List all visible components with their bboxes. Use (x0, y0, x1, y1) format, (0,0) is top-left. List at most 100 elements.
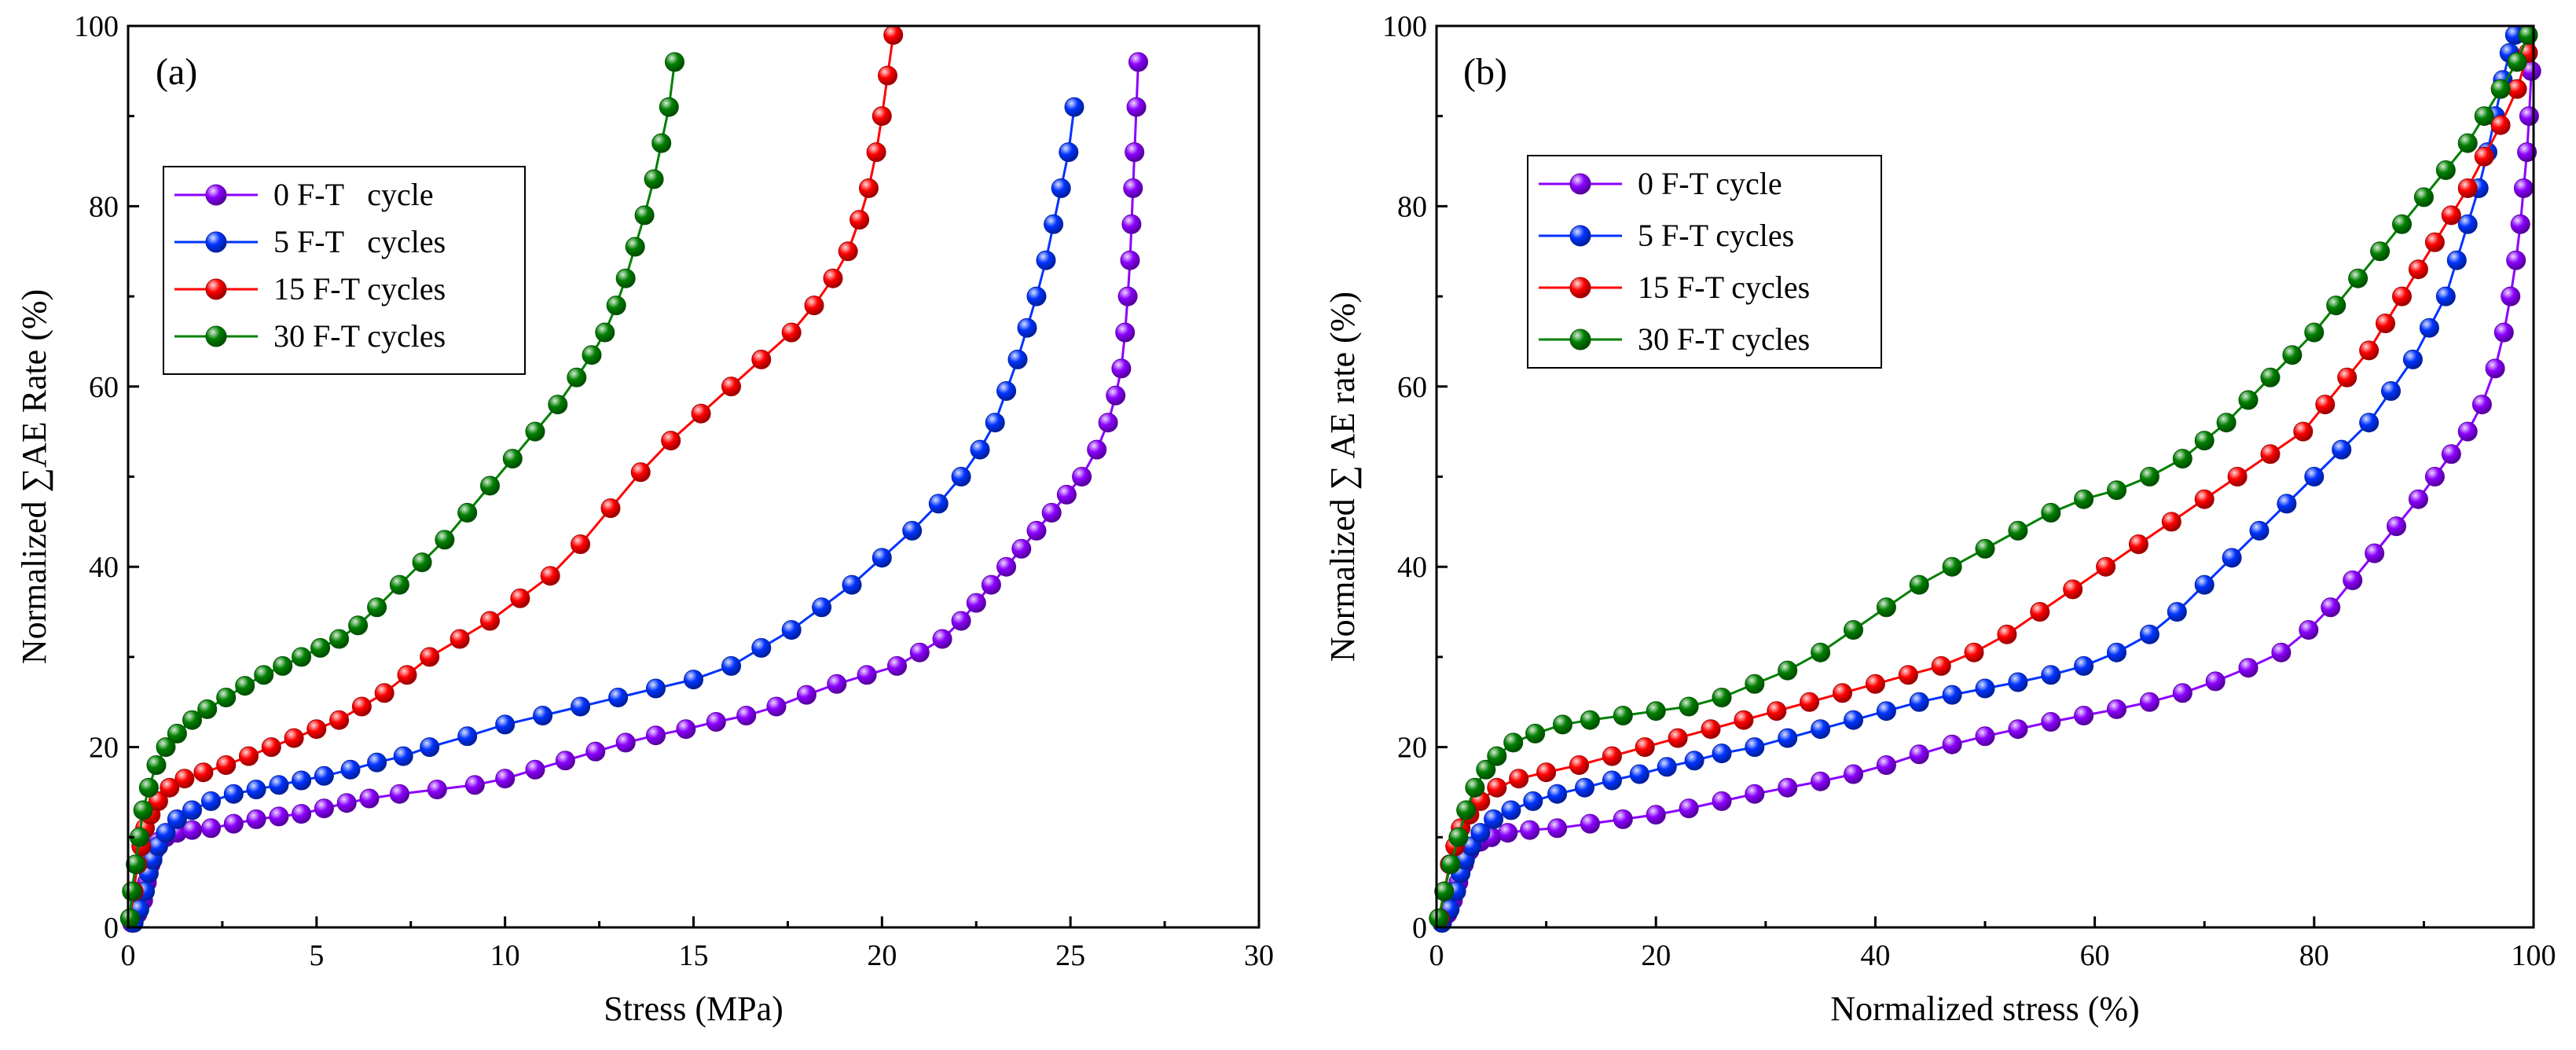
data-point (2139, 467, 2160, 486)
data-point (1580, 813, 1600, 834)
data-point (2222, 548, 2242, 568)
data-point (1503, 732, 1524, 753)
x-tick-label: 0 (121, 939, 136, 972)
data-point (182, 710, 202, 730)
data-point (2402, 349, 2423, 369)
data-point (495, 769, 516, 789)
data-point (2282, 345, 2303, 365)
data-point (1865, 674, 1885, 694)
legend: 0 F-T cycle 5 F-T cycles 15 F-T cycles 30 F… (1527, 155, 1882, 369)
data-point (156, 823, 176, 843)
data-point (1523, 791, 1543, 811)
legend-label: 0 F-T cycle (1638, 166, 1782, 201)
data-point (1456, 800, 1477, 821)
data-point (1487, 746, 1507, 766)
data-point (634, 205, 655, 226)
data-point (2435, 286, 2456, 307)
data-point (1734, 710, 1754, 730)
data-point (1635, 737, 1655, 758)
data-point (928, 494, 949, 514)
data-point (684, 670, 703, 690)
data-point (1975, 678, 1995, 699)
data-point (540, 566, 560, 586)
y-tick-label: 40 (1397, 551, 1427, 584)
legend-label: 5 F-T cycles (1638, 218, 1794, 253)
data-point (1575, 777, 1594, 798)
data-point (2457, 133, 2478, 153)
data-point (2161, 512, 2182, 532)
data-point (2008, 719, 2028, 740)
data-point (2490, 79, 2511, 99)
data-point (1098, 413, 1118, 433)
data-point (450, 629, 470, 649)
data-point (2260, 444, 2281, 464)
y-tick-label: 0 (104, 912, 119, 945)
legend: 0 F-T cycle 5 F-T cycles 15 F-T cycles 30 F… (163, 166, 526, 375)
data-point (1668, 728, 1688, 748)
data-point (1898, 665, 1918, 685)
legend-entry: 5 F-T cycles (1539, 218, 1794, 253)
x-tick-label: 80 (2299, 939, 2329, 972)
data-point (2457, 178, 2478, 198)
data-point (2107, 699, 2126, 719)
data-point (1498, 823, 1518, 843)
data-point (2507, 79, 2527, 99)
y-tick-label: 100 (1382, 10, 1427, 43)
data-point (781, 322, 802, 343)
data-point (1876, 701, 1896, 721)
data-point (2238, 658, 2259, 678)
legend-entry: 0 F-T cycle (1539, 166, 1782, 201)
data-point (1909, 744, 1929, 765)
data-point (600, 498, 621, 519)
data-point (630, 462, 651, 483)
data-point (1942, 556, 1962, 577)
data-point (2501, 286, 2521, 307)
data-point (878, 65, 897, 86)
data-point (985, 413, 1005, 433)
data-point (464, 775, 485, 795)
data-point (146, 755, 167, 775)
data-point (1429, 909, 1449, 928)
series-line (1438, 52, 2530, 919)
data-point (796, 685, 816, 705)
data-point (1448, 827, 1469, 847)
series-line (1440, 71, 2533, 924)
data-point (2139, 624, 2160, 644)
data-point (665, 52, 684, 72)
data-point (2238, 390, 2259, 410)
data-point (182, 800, 202, 821)
data-point (1072, 467, 1092, 486)
data-point (970, 439, 990, 460)
data-point (1942, 734, 1962, 754)
data-point (1115, 322, 1136, 343)
x-tick-label: 20 (867, 939, 897, 972)
legend-marker (1569, 277, 1591, 299)
data-point (197, 699, 218, 719)
data-point (2471, 395, 2492, 415)
data-point (2435, 160, 2456, 180)
data-point (119, 909, 140, 928)
data-point (721, 376, 741, 397)
data-point (2413, 187, 2434, 207)
data-point (1997, 624, 2017, 644)
y-tick-label: 100 (74, 10, 119, 43)
data-point (2041, 502, 2061, 523)
data-point (420, 647, 440, 667)
data-point (2030, 602, 2050, 622)
data-point (1580, 710, 1600, 730)
data-point (804, 296, 824, 316)
data-point (1613, 706, 1633, 725)
data-point (567, 367, 587, 387)
series-3 (119, 52, 684, 928)
y-tick-label: 20 (1397, 732, 1427, 765)
data-point (2419, 318, 2439, 338)
legend-entry: 15 F-T cycles (174, 271, 446, 307)
data-point (2194, 431, 2215, 451)
data-point (1844, 710, 1863, 730)
data-point (239, 746, 259, 766)
legend-label: 30 F-T cycles (1638, 321, 1810, 357)
legend-label: 0 F-T cycle (273, 177, 434, 212)
panel-label: (a) (156, 51, 197, 93)
data-point (1123, 178, 1143, 198)
legend-marker (1569, 329, 1591, 351)
